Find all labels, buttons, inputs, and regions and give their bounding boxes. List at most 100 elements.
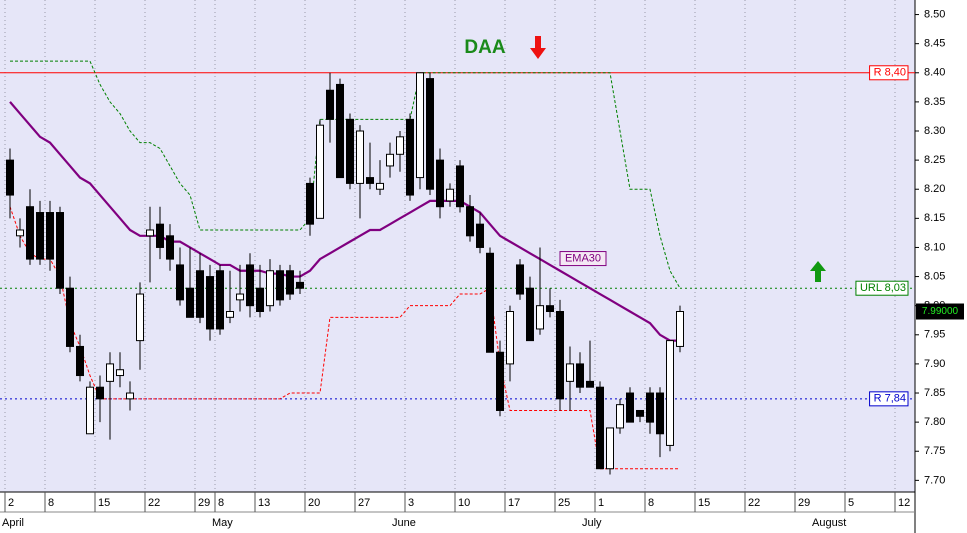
candle-body: [56, 212, 64, 289]
x-tick-label: 15: [98, 497, 110, 509]
month-label: August: [812, 517, 846, 529]
month-label: April: [2, 517, 24, 529]
x-tick-label: 27: [358, 497, 370, 509]
up-arrow: [810, 261, 826, 282]
overlay-line: [9, 101, 680, 342]
x-tick-label: 8: [218, 497, 224, 509]
candle-body: [566, 363, 574, 382]
y-tick-label: 8.20: [924, 183, 945, 195]
month-label: July: [582, 517, 602, 529]
chart-title: DAA: [464, 37, 505, 58]
candle-body: [676, 311, 684, 347]
y-tick-label: 7.75: [924, 445, 945, 457]
y-tick-label: 8.35: [924, 96, 945, 108]
candle-body: [576, 363, 584, 388]
candle-body: [286, 270, 294, 295]
candle-body: [306, 182, 314, 225]
candle-body: [246, 264, 254, 307]
candle-body: [426, 78, 434, 190]
candle-body: [186, 287, 194, 318]
candle-body: [6, 159, 14, 196]
candle-body: [626, 392, 634, 423]
candle-body: [136, 293, 144, 342]
candle-body: [326, 89, 334, 120]
candle-body: [46, 212, 54, 260]
candle-body: [346, 118, 354, 184]
candle-body: [436, 159, 444, 208]
candle-body: [116, 369, 124, 377]
y-tick-label: 8.40: [924, 67, 945, 79]
x-tick-label: 13: [258, 497, 270, 509]
candle-body: [16, 229, 24, 237]
right-axis-area: [915, 0, 967, 533]
level-label: R 7,84: [874, 393, 906, 405]
x-tick-label: 17: [508, 497, 520, 509]
down-arrow: [530, 36, 546, 59]
candle-body: [76, 345, 84, 377]
candle-body: [216, 270, 224, 330]
x-tick-label: 8: [48, 497, 54, 509]
month-label: May: [212, 517, 233, 529]
y-tick-label: 8.10: [924, 241, 945, 253]
x-tick-label: 12: [898, 497, 910, 509]
x-tick-label: 2: [8, 497, 14, 509]
x-tick-label: 22: [748, 497, 760, 509]
candle-body: [296, 281, 304, 289]
level-label-box: [869, 65, 909, 81]
candle-body: [366, 177, 374, 184]
candle-body: [256, 287, 264, 313]
candle-body: [86, 386, 94, 435]
x-tick-label: 29: [798, 497, 810, 509]
y-tick-label: 8.25: [924, 154, 945, 166]
candle-body: [536, 305, 544, 330]
candle-body: [596, 386, 604, 470]
candle-body: [266, 270, 274, 307]
candle-body: [546, 305, 554, 313]
candle-body: [556, 311, 564, 400]
candle-body: [446, 188, 454, 202]
candle-body: [356, 130, 364, 184]
candle-body: [486, 252, 494, 353]
candle-body: [526, 287, 534, 342]
candle-body: [106, 363, 114, 382]
candle-body: [96, 386, 104, 400]
y-tick-label: 8.15: [924, 212, 945, 224]
x-tick-label: 25: [558, 497, 570, 509]
candle-body: [476, 223, 484, 248]
candle-body: [616, 404, 624, 429]
level-label: R 8,40: [874, 67, 906, 79]
y-tick-label: 7.90: [924, 358, 945, 370]
month-label: June: [392, 517, 416, 529]
candle-body: [516, 264, 524, 295]
x-tick-label: 15: [698, 497, 710, 509]
series-label: EMA30: [565, 252, 601, 264]
chart-layer: 2 April 8 15 22 29 8 May 13 20 27 June 3 10 17 25 July 1 8…: [0, 0, 945, 529]
candle-body: [176, 264, 184, 301]
plot-area: [0, 0, 915, 492]
candle-body: [66, 287, 74, 347]
candle-body: [276, 270, 284, 301]
candle-body: [376, 182, 384, 190]
candle-body: [406, 118, 414, 196]
y-tick-label: 8.30: [924, 125, 945, 137]
last-price-label: 7.99000: [922, 306, 959, 317]
candle-body: [656, 392, 664, 435]
candle-body: [506, 311, 514, 365]
x-tick-label: 8: [648, 497, 654, 509]
candle-body: [166, 235, 174, 260]
last-price-box: [916, 303, 964, 320]
candle-body: [666, 340, 674, 446]
candle-body: [396, 136, 404, 155]
y-tick-label: 7.70: [924, 474, 945, 486]
y-tick-label: 8.45: [924, 38, 945, 50]
x-tick-label: 29: [198, 497, 210, 509]
candle-body: [146, 229, 154, 237]
candle-body: [466, 206, 474, 237]
level-label: URL 8,03: [860, 282, 906, 294]
candle-body: [26, 206, 34, 260]
x-tick-label: 20: [308, 497, 320, 509]
y-tick-label: 7.95: [924, 329, 945, 341]
x-tick-label: 22: [148, 497, 160, 509]
level-label-box: [869, 391, 909, 407]
